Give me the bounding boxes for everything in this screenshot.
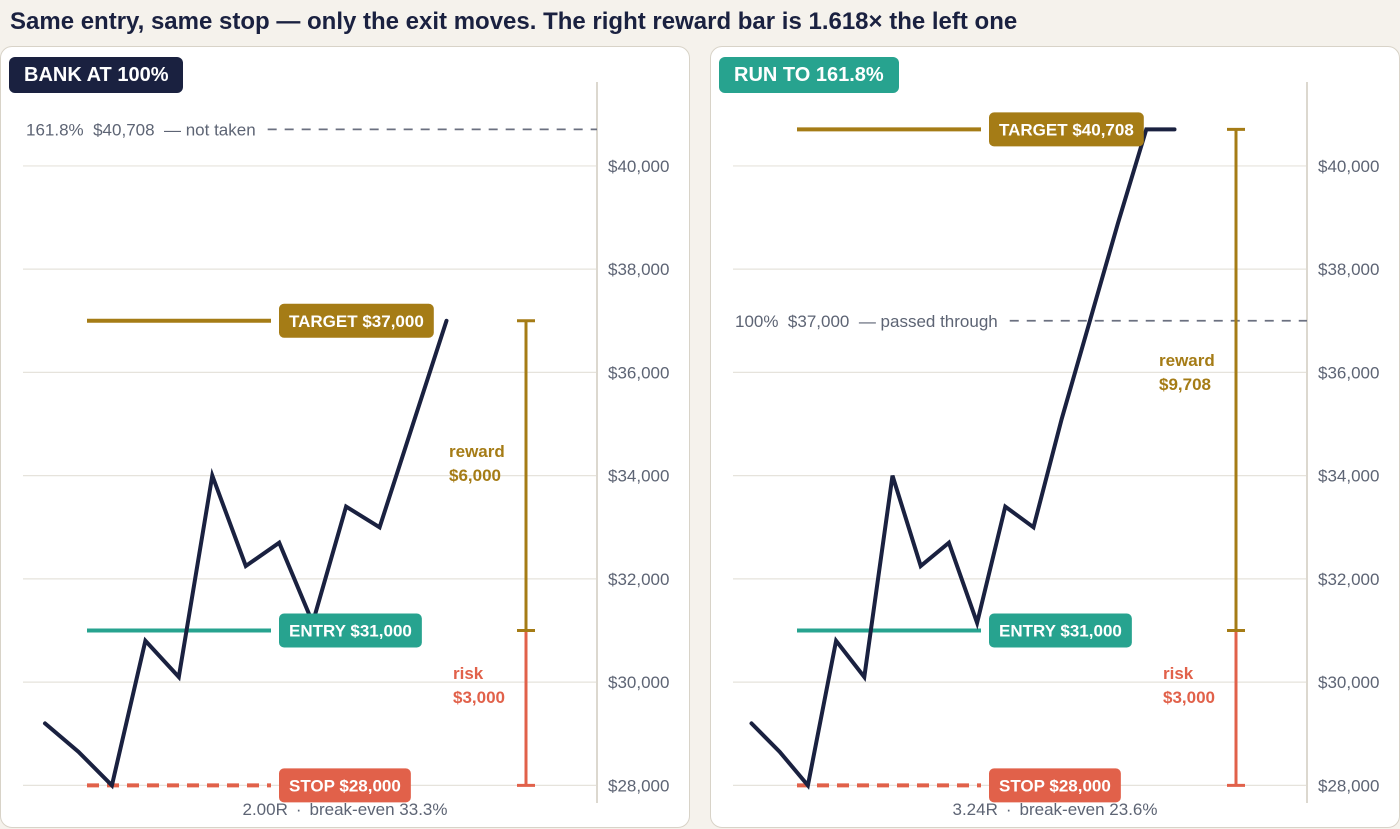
footer-stats: 2.00R · break-even 33.3% [1,800,689,820]
reference-level-label: 161.8% $40,708 — not taken [26,120,256,139]
risk-label: risk [1163,664,1194,683]
footer-separator: · [295,800,302,819]
target-label: TARGET $40,708 [999,120,1134,139]
reward-amount: $6,000 [449,466,501,485]
chart-bank-at-100: $28,000 $30,000 $32,000 $34,000 $36,000 $38,0… [23,82,669,803]
entry-label-bg [279,613,422,648]
price-line [43,318,449,790]
page-title: Same entry, same stop — only the exit mo… [10,8,1018,35]
y-tick-label: $32,000 [608,570,669,589]
stop-label-bg [279,768,411,803]
chart-run-to-161-8: $28,000 $30,000 $32,000 $34,000 $36,000 $38,0… [733,82,1379,803]
y-tick-label: $38,000 [1318,260,1379,279]
stop-label-bg [989,768,1121,803]
chart-panel-run: $28,000 $30,000 $32,000 $34,000 $36,000 $38,0… [710,46,1400,828]
risk-amount: $3,000 [453,688,505,707]
reward-label: reward [449,442,505,461]
y-tick-label: $28,000 [608,776,669,795]
entry-label: ENTRY $31,000 [289,621,412,640]
risk-amount: $3,000 [1163,688,1215,707]
reward-label: reward [1159,351,1215,370]
stop-label: STOP $28,000 [289,776,401,795]
reward-amount: $9,708 [1159,375,1211,394]
y-tick-label: $38,000 [608,260,669,279]
target-label-bg [989,112,1144,147]
y-tick-label: $40,000 [1318,157,1379,176]
y-tick-label: $40,000 [608,157,669,176]
chart-panel-bank: $28,000 $30,000 $32,000 $34,000 $36,000 $38,0… [0,46,690,828]
target-label: TARGET $37,000 [289,312,424,331]
y-tick-label: $32,000 [1318,570,1379,589]
stop-label: STOP $28,000 [999,776,1111,795]
y-tick-label: $36,000 [1318,363,1379,382]
y-tick-label: $30,000 [608,673,669,692]
footer-separator: · [1005,800,1012,819]
entry-label-bg [989,613,1132,648]
y-tick-label: $36,000 [608,363,669,382]
risk-label: risk [453,664,484,683]
r-multiple: 3.24R [952,800,998,819]
reference-level-label: 100% $37,000 — passed through [735,312,998,331]
y-tick-label: $34,000 [1318,467,1379,486]
entry-label: ENTRY $31,000 [999,621,1122,640]
y-tick-label: $30,000 [1318,673,1379,692]
price-line [749,127,1177,790]
panel-title-badge: RUN TO 161.8% [719,57,899,93]
break-even-text: break-even 23.6% [1019,800,1158,819]
y-tick-label: $34,000 [608,467,669,486]
footer-stats: 3.24R · break-even 23.6% [711,800,1399,820]
panel-title-badge: BANK AT 100% [9,57,184,93]
y-tick-label: $28,000 [1318,776,1379,795]
target-label-bg [279,303,434,338]
break-even-text: break-even 33.3% [309,800,448,819]
r-multiple: 2.00R [242,800,288,819]
